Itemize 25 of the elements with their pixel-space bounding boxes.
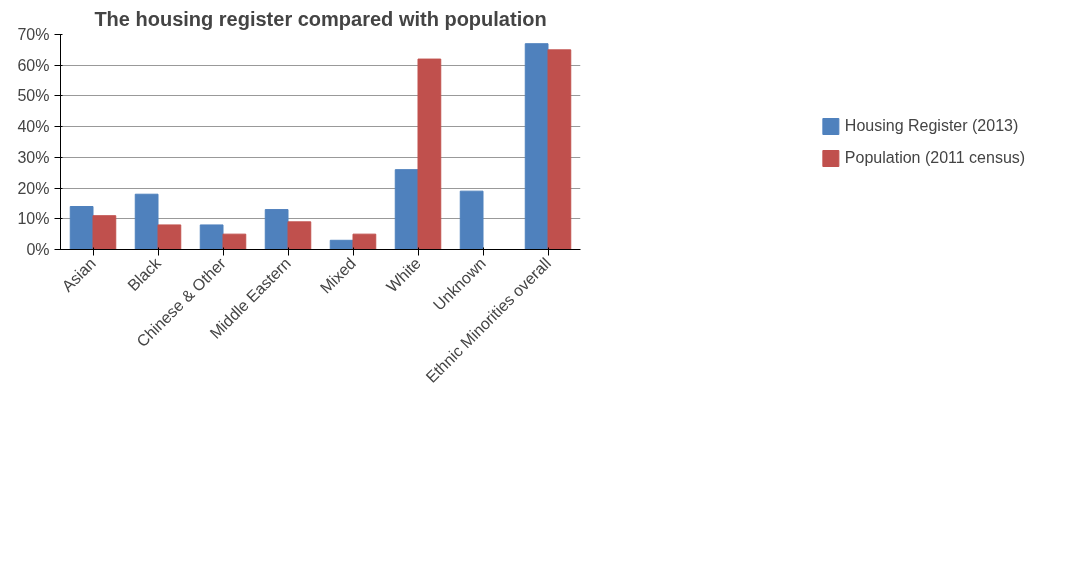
legend-label: Population (2011 census) [844, 148, 1026, 167]
bar [222, 233, 247, 250]
y-tick-label: 40% [17, 118, 50, 136]
bar [199, 224, 224, 250]
bar [547, 49, 572, 250]
y-tick-label: 50% [17, 87, 50, 105]
bar [394, 169, 419, 250]
bar [459, 190, 484, 250]
y-tick-label: 60% [17, 56, 50, 74]
bar [417, 58, 442, 250]
bar [157, 224, 182, 250]
bar [524, 43, 549, 250]
y-tick-label: 0% [26, 241, 50, 258]
bar [352, 233, 377, 250]
bar [264, 209, 289, 250]
bar [92, 215, 117, 250]
bar [287, 221, 312, 250]
bar [134, 193, 159, 250]
y-tick-label: 20% [17, 179, 50, 197]
y-tick-label: 70% [17, 26, 50, 43]
y-tick-label: 10% [17, 210, 50, 228]
bar [69, 206, 94, 250]
legend-label: Housing Register (2013) [844, 116, 1019, 135]
y-tick-label: 30% [17, 148, 50, 166]
chart-title: The housing register compared with population [94, 7, 547, 30]
